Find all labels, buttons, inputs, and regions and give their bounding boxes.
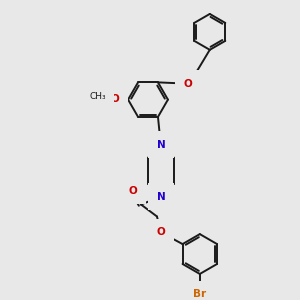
Text: O: O (184, 79, 192, 89)
Text: O: O (157, 227, 165, 237)
Text: N: N (157, 140, 165, 150)
Text: CH₃: CH₃ (90, 92, 106, 101)
Text: O: O (111, 94, 119, 103)
Text: Br: Br (193, 289, 206, 299)
Text: N: N (157, 192, 165, 202)
Text: O: O (129, 186, 137, 196)
